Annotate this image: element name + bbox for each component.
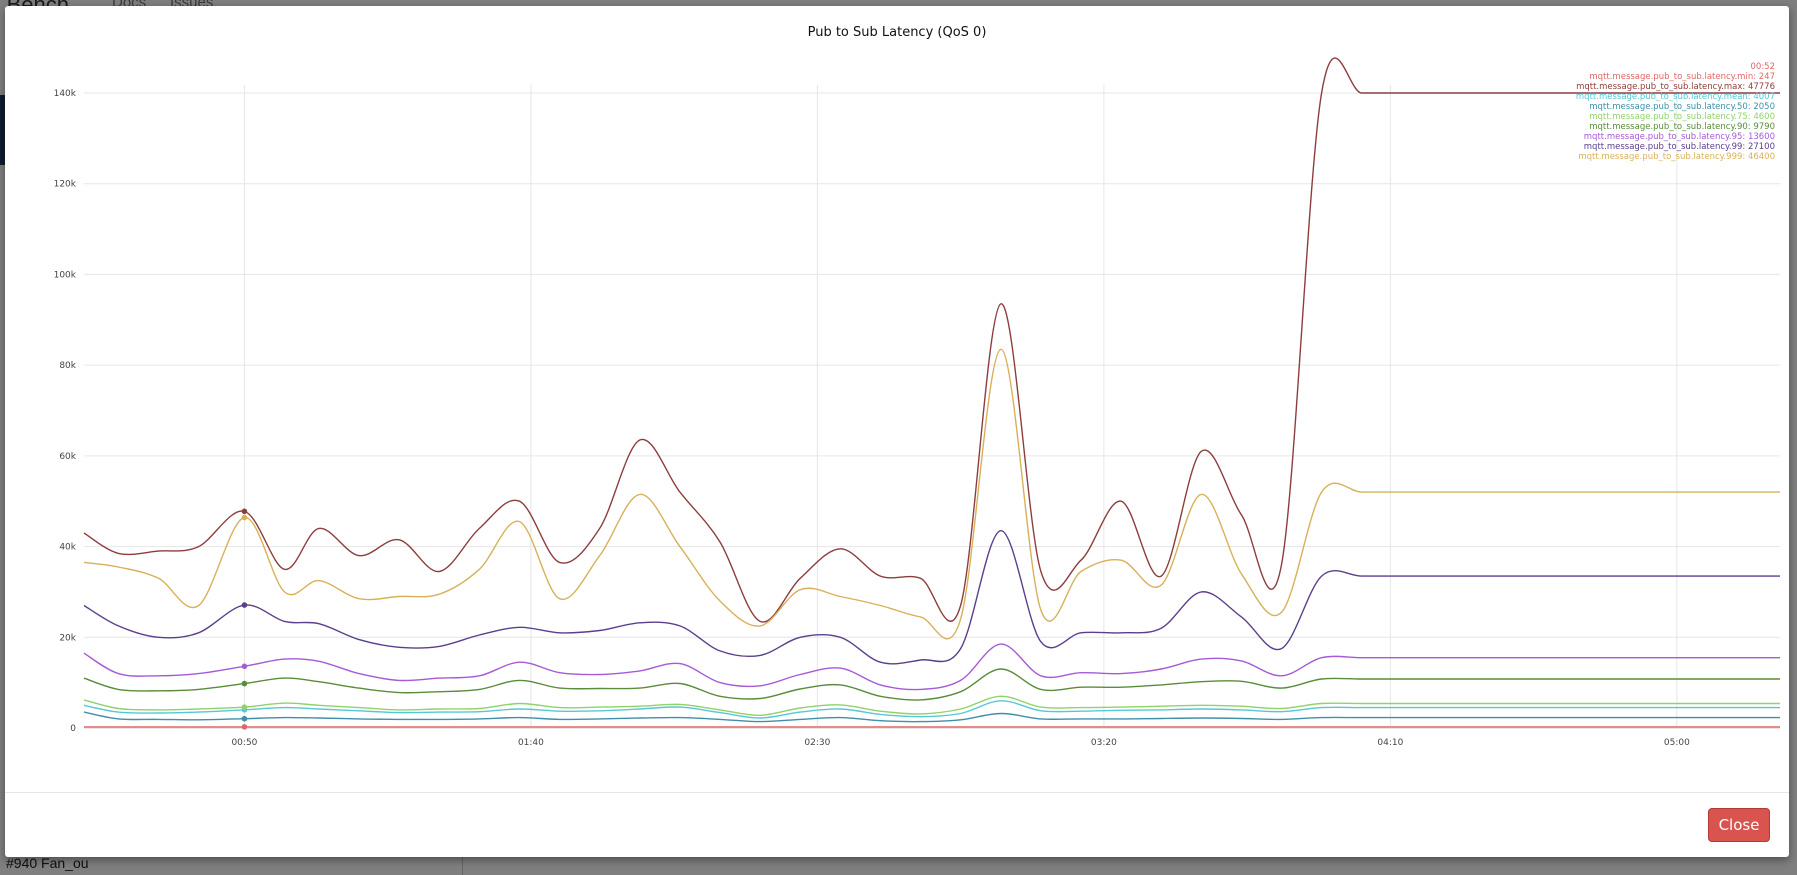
y-tick-label: 120k (54, 180, 77, 190)
legend-entry: mqtt.message.pub_to_sub.latency.50: 2050 (1589, 102, 1775, 112)
x-tick-label: 03:20 (1091, 738, 1117, 748)
series-line-1 (83, 57, 1780, 623)
x-tick-label: 02:30 (804, 738, 830, 748)
chart-legend: 00:52mqtt.message.pub_to_sub.latency.min… (1576, 62, 1775, 162)
close-button[interactable]: Close (1708, 808, 1770, 842)
series-line-4 (83, 695, 1780, 717)
series-line-8 (83, 348, 1780, 640)
y-tick-label: 0 (70, 724, 76, 734)
y-tick-label: 40k (59, 543, 76, 553)
y-tick-label: 100k (54, 270, 77, 280)
series-line-2 (83, 700, 1780, 719)
hover-point-0 (241, 724, 248, 730)
chart-modal: Pub to Sub Latency (QoS 0) 0 20k 40k 60k 80k… (5, 6, 1789, 857)
legend-entry: mqtt.message.pub_to_sub.latency.75: 4600 (1589, 112, 1775, 122)
legend-entry: mqtt.message.pub_to_sub.latency.90: 9790 (1589, 122, 1775, 132)
legend-entry: mqtt.message.pub_to_sub.latency.99: 2710… (1584, 142, 1775, 152)
y-tick-label: 60k (59, 452, 76, 462)
y-tick-label: 80k (59, 361, 76, 371)
hover-point-4 (241, 704, 248, 710)
hover-point-3 (241, 715, 248, 722)
legend-entry: mqtt.message.pub_to_sub.latency.max: 477… (1576, 82, 1775, 92)
hover-point-8 (241, 514, 248, 521)
series-line-7 (83, 529, 1780, 665)
x-tick-label: 01:40 (518, 738, 544, 748)
modal-footer-divider (5, 792, 1789, 793)
y-tick-label: 140k (54, 89, 77, 99)
hover-point-1 (241, 508, 248, 515)
hover-point-7 (241, 602, 248, 608)
series-line-5 (83, 668, 1780, 701)
y-tick-label: 20k (59, 633, 76, 643)
hover-point-6 (241, 663, 248, 670)
legend-time: 00:52 (1751, 62, 1776, 72)
chart-grid (84, 85, 1780, 729)
x-tick-label: 05:00 (1664, 738, 1690, 748)
chart-series (83, 57, 1780, 728)
series-line-3 (83, 711, 1780, 723)
hover-point-5 (241, 680, 248, 687)
legend-entry: mqtt.message.pub_to_sub.latency.95: 1360… (1584, 132, 1775, 142)
legend-entry: mqtt.message.pub_to_sub.latency.mean: 40… (1576, 92, 1775, 102)
latency-chart[interactable]: 0 20k 40k 60k 80k 100k 120k 140k 00:50 01:40 02:3… (5, 6, 1789, 786)
legend-entry: mqtt.message.pub_to_sub.latency.min: 247 (1589, 72, 1775, 82)
y-axis: 0 20k 40k 60k 80k 100k 120k 140k (54, 89, 77, 734)
x-tick-label: 00:50 (231, 738, 257, 748)
hover-markers (241, 508, 248, 730)
modal-title: Pub to Sub Latency (QoS 0) (807, 25, 987, 40)
series-line-6 (83, 643, 1780, 691)
legend-entry: mqtt.message.pub_to_sub.latency.999: 464… (1578, 152, 1775, 162)
x-axis: 00:50 01:40 02:30 03:20 04:10 05:00 (231, 738, 1690, 748)
x-tick-label: 04:10 (1377, 738, 1403, 748)
